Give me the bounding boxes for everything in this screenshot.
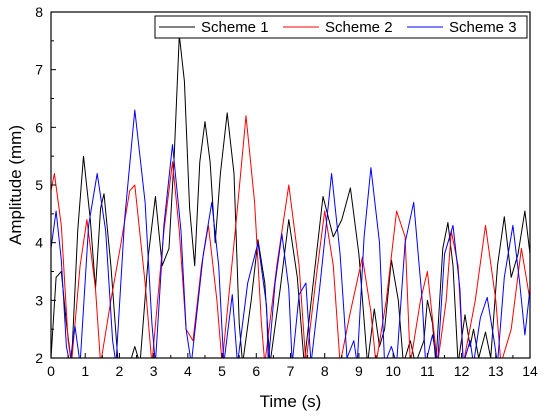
y-axis-title: Amplitude (mm) (6, 125, 25, 245)
series-layer (51, 34, 530, 358)
series-line-1 (51, 34, 530, 358)
x-tick-label: 12 (454, 363, 470, 379)
y-tick-label: 8 (35, 4, 43, 20)
x-tick-label: 8 (321, 363, 329, 379)
y-tick-label: 7 (35, 62, 43, 78)
legend: Scheme 1 Scheme 2 Scheme 3 (154, 15, 528, 39)
x-tick-label: 11 (420, 363, 435, 379)
x-tick-label: 4 (184, 363, 192, 379)
x-tick-label: 13 (488, 363, 504, 379)
series-line-2 (51, 115, 530, 358)
x-tick-label: 0 (47, 363, 55, 379)
x-tick-label: 3 (150, 363, 158, 379)
x-tick-label: 1 (81, 363, 89, 379)
x-axis-title: Time (s) (260, 392, 322, 411)
y-tick-label: 2 (35, 350, 43, 366)
plot-frame (50, 11, 531, 359)
y-tick-label: 5 (35, 177, 43, 193)
legend-box (154, 15, 528, 39)
x-tick-label: 5 (218, 363, 226, 379)
x-tick-label: 2 (116, 363, 124, 379)
series-line-3 (51, 109, 530, 358)
x-tick-label: 14 (522, 363, 538, 379)
legend-label: Scheme 3 (449, 19, 517, 36)
x-tick-label: 9 (355, 363, 363, 379)
y-tick-label: 3 (35, 292, 43, 308)
legend-label: Scheme 1 (201, 19, 269, 36)
y-tick-label: 6 (35, 119, 43, 135)
x-tick-label: 6 (252, 363, 260, 379)
x-tick-label: 10 (385, 363, 401, 379)
y-tick-label: 4 (35, 235, 43, 251)
legend-label: Scheme 2 (325, 19, 393, 36)
x-tick-label: 7 (287, 363, 295, 379)
